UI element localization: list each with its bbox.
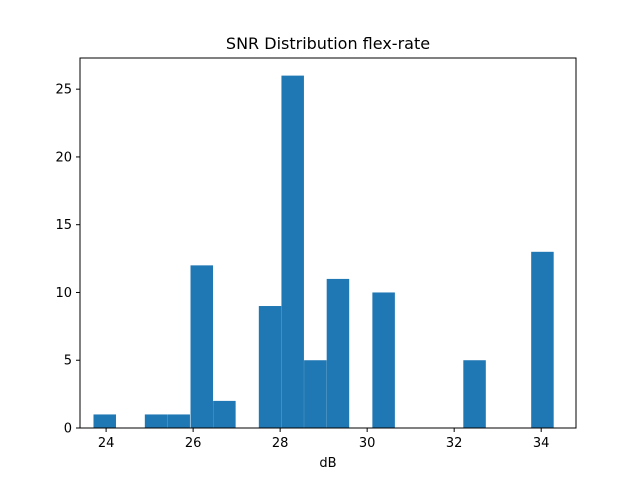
histogram-bar-4 bbox=[213, 400, 236, 428]
histogram-bar-9 bbox=[372, 292, 395, 428]
histogram-bar-0 bbox=[93, 414, 116, 428]
x-tick-label-3: 30 bbox=[359, 436, 376, 451]
x-tick-label-0: 24 bbox=[98, 436, 115, 451]
y-tick-label-2: 10 bbox=[55, 286, 72, 301]
histogram-bar-3 bbox=[190, 265, 214, 428]
x-tick-label-2: 28 bbox=[272, 436, 289, 451]
histogram-bar-6 bbox=[281, 75, 304, 428]
x-tick-label-1: 26 bbox=[185, 436, 202, 451]
histogram-bar-5 bbox=[258, 306, 282, 428]
histogram-bar-2 bbox=[167, 414, 190, 428]
histogram-bar-1 bbox=[144, 414, 168, 428]
y-tick-label-5: 25 bbox=[55, 83, 72, 98]
y-tick-label-4: 20 bbox=[55, 150, 72, 165]
bars-group bbox=[93, 75, 554, 428]
x-tick-label-4: 32 bbox=[446, 436, 463, 451]
y-axis-ticks: 0 5 10 15 20 25 bbox=[55, 83, 80, 437]
histogram-bar-8 bbox=[326, 278, 350, 428]
histogram-bar-11 bbox=[531, 251, 554, 428]
y-tick-label-3: 15 bbox=[55, 218, 72, 233]
y-tick-label-0: 0 bbox=[64, 422, 72, 437]
x-axis-ticks: 24 26 28 30 32 34 bbox=[98, 428, 550, 451]
histogram-bar-10 bbox=[463, 360, 486, 428]
x-axis-label: dB bbox=[319, 456, 336, 471]
histogram-bar-7 bbox=[304, 360, 327, 428]
chart-title: SNR Distribution flex-rate bbox=[226, 34, 430, 53]
plot-frame bbox=[79, 57, 577, 429]
x-tick-label-5: 34 bbox=[533, 436, 550, 451]
y-tick-label-1: 5 bbox=[64, 354, 72, 369]
